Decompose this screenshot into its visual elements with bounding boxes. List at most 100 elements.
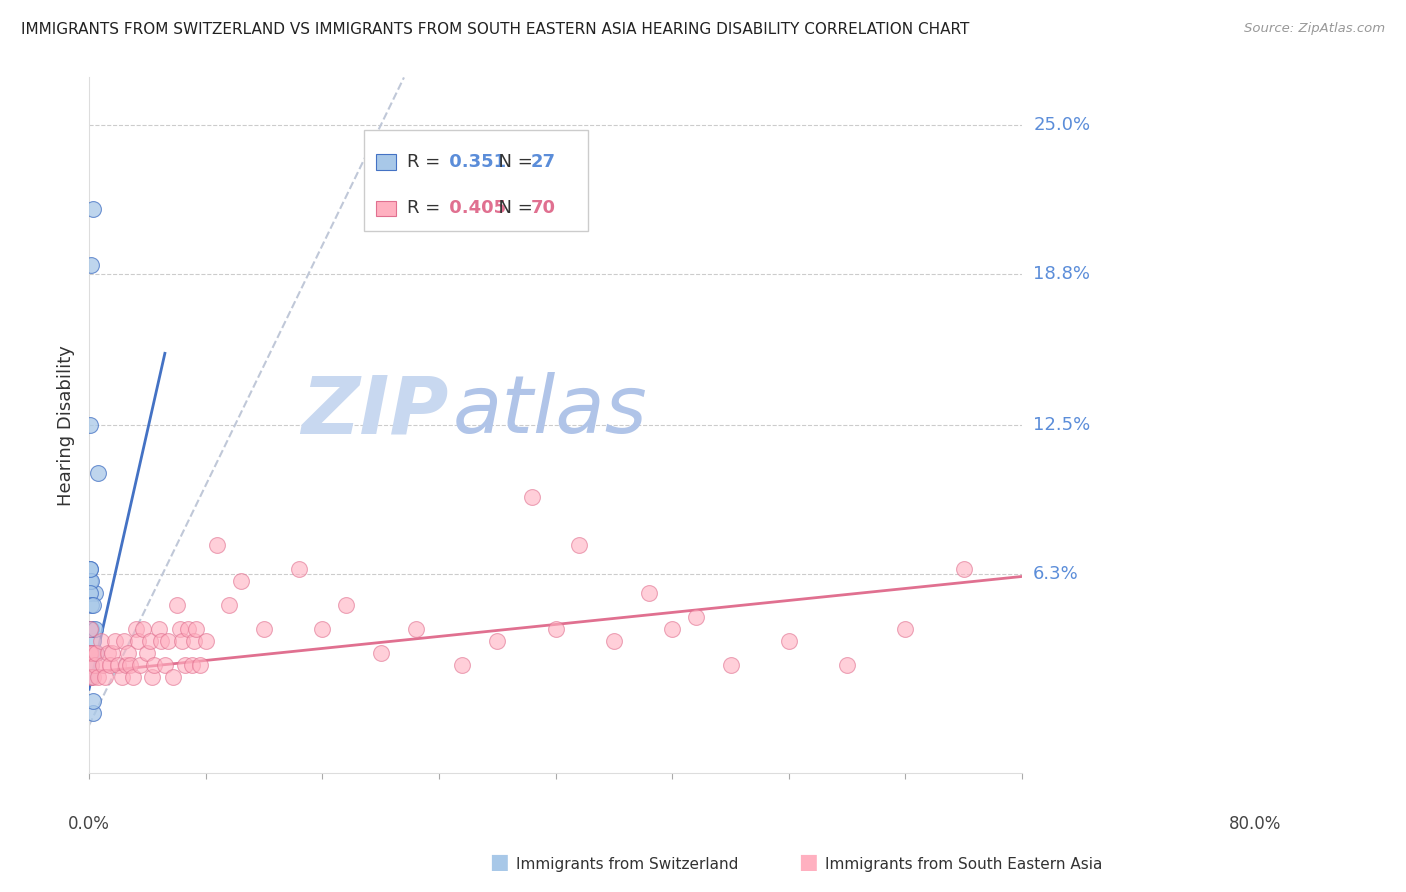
Point	[91, 658, 114, 673]
Point	[837, 658, 859, 673]
Text: ■: ■	[489, 853, 509, 872]
Point	[79, 670, 101, 684]
Point	[253, 622, 276, 636]
Point	[180, 658, 202, 673]
Point	[90, 634, 112, 648]
Point	[162, 670, 184, 684]
Point	[661, 622, 683, 636]
Point	[127, 634, 149, 648]
Point	[80, 658, 103, 673]
Point	[148, 622, 170, 636]
Point	[138, 634, 160, 648]
Point	[112, 634, 135, 648]
Point	[522, 490, 544, 504]
Text: 27: 27	[530, 153, 555, 171]
Point	[79, 646, 101, 660]
Point	[82, 646, 104, 660]
Point	[685, 610, 707, 624]
Point	[80, 646, 103, 660]
Point	[150, 634, 173, 648]
Point	[79, 574, 101, 589]
Text: atlas: atlas	[453, 372, 648, 450]
Point	[87, 670, 110, 684]
FancyBboxPatch shape	[364, 129, 588, 230]
Point	[157, 634, 180, 648]
Point	[173, 658, 195, 673]
Text: 6.3%: 6.3%	[1033, 565, 1078, 583]
Point	[98, 658, 121, 673]
Text: 18.8%: 18.8%	[1033, 265, 1090, 283]
Point	[79, 622, 101, 636]
Point	[107, 658, 129, 673]
Text: 80.0%: 80.0%	[1229, 815, 1281, 833]
Point	[122, 670, 145, 684]
Point	[82, 706, 104, 721]
Point	[83, 658, 105, 673]
Point	[143, 658, 166, 673]
Point	[80, 670, 103, 684]
Point	[194, 634, 217, 648]
Point	[84, 646, 107, 660]
Point	[101, 646, 124, 660]
Point	[82, 634, 104, 648]
Point	[186, 622, 208, 636]
Point	[80, 599, 103, 613]
Point	[111, 670, 134, 684]
Point	[79, 562, 101, 576]
Point	[82, 202, 104, 217]
Point	[82, 599, 104, 613]
Text: 70: 70	[530, 199, 555, 218]
Point	[79, 418, 101, 433]
Text: 12.5%: 12.5%	[1033, 417, 1091, 434]
Point	[82, 670, 104, 684]
Point	[311, 622, 333, 636]
Point	[177, 622, 200, 636]
Point	[94, 670, 117, 684]
Point	[778, 634, 800, 648]
Text: IMMIGRANTS FROM SWITZERLAND VS IMMIGRANTS FROM SOUTH EASTERN ASIA HEARING DISABI: IMMIGRANTS FROM SWITZERLAND VS IMMIGRANT…	[21, 22, 970, 37]
Point	[169, 622, 191, 636]
Point	[288, 562, 311, 576]
Text: R =: R =	[408, 153, 446, 171]
Point	[79, 562, 101, 576]
Point	[117, 646, 139, 660]
Point	[79, 646, 101, 660]
Point	[894, 622, 917, 636]
Point	[83, 586, 105, 600]
Point	[229, 574, 252, 589]
Point	[80, 574, 103, 589]
Point	[952, 562, 974, 576]
Point	[104, 634, 127, 648]
Point	[84, 646, 107, 660]
Point	[79, 586, 101, 600]
Text: ■: ■	[799, 853, 818, 872]
Text: 0.351: 0.351	[443, 153, 506, 171]
Y-axis label: Hearing Disability: Hearing Disability	[58, 345, 75, 506]
Point	[172, 634, 194, 648]
Text: N =: N =	[486, 153, 538, 171]
Point	[80, 622, 103, 636]
Text: Source: ZipAtlas.com: Source: ZipAtlas.com	[1244, 22, 1385, 36]
Point	[79, 670, 101, 684]
Point	[486, 634, 509, 648]
Text: R =: R =	[408, 199, 446, 218]
Point	[80, 258, 103, 272]
Point	[141, 670, 163, 684]
Text: 25.0%: 25.0%	[1033, 117, 1090, 135]
Text: ZIP: ZIP	[301, 372, 449, 450]
Point	[370, 646, 392, 660]
FancyBboxPatch shape	[375, 201, 396, 216]
Point	[132, 622, 155, 636]
Point	[218, 599, 240, 613]
Point	[115, 658, 138, 673]
Point	[87, 467, 110, 481]
Point	[136, 646, 159, 660]
Point	[79, 646, 101, 660]
Point	[153, 658, 176, 673]
Point	[82, 694, 104, 708]
Point	[335, 599, 357, 613]
Point	[568, 538, 591, 552]
Point	[720, 658, 742, 673]
Point	[83, 622, 105, 636]
Point	[544, 622, 567, 636]
